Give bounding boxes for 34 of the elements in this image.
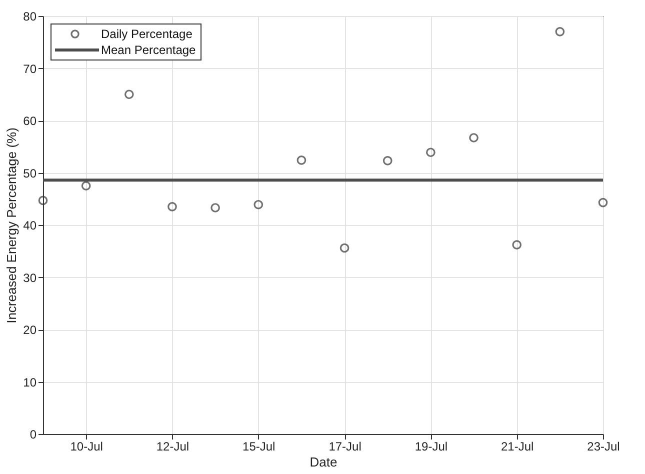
point	[469, 133, 478, 142]
point	[38, 196, 48, 206]
y-tick-label: 10	[23, 375, 37, 390]
point	[124, 90, 134, 100]
y-tick-label: 50	[23, 166, 37, 180]
x-tick-label: 23-Jul	[587, 440, 620, 454]
point	[340, 243, 350, 253]
x-tick-label: 15-Jul	[242, 440, 276, 454]
point	[426, 148, 436, 158]
y-tick-label: 80	[23, 10, 37, 24]
y-tick-label: 60	[23, 114, 37, 128]
x-axis-title: Date	[310, 454, 338, 470]
y-tick-label: 70	[23, 62, 37, 76]
point	[382, 156, 392, 166]
x-tick-label: 17-Jul	[328, 440, 362, 454]
point	[598, 198, 608, 208]
x-tick-label: 21-Jul	[501, 440, 534, 454]
x-tick-label: 12-Jul	[156, 440, 190, 454]
legend-label: Mean Percentage	[101, 43, 196, 57]
y-tick-label: 20	[23, 323, 37, 337]
point	[168, 202, 177, 212]
point	[254, 200, 264, 210]
x-tick-label: 10-Jul	[70, 440, 103, 454]
point	[512, 240, 522, 250]
point	[81, 181, 91, 190]
y-tick-label: 0	[30, 428, 37, 442]
x-tick-label: 19-Jul	[414, 440, 448, 454]
y-axis-title: Increased Energy Percentage (%)	[4, 128, 20, 324]
legend-label: Daily Percentage	[101, 27, 193, 41]
y-tick-label: 40	[23, 218, 37, 232]
point	[555, 27, 565, 36]
point	[296, 156, 306, 165]
point	[210, 203, 220, 212]
y-tick-label: 30	[23, 270, 37, 285]
